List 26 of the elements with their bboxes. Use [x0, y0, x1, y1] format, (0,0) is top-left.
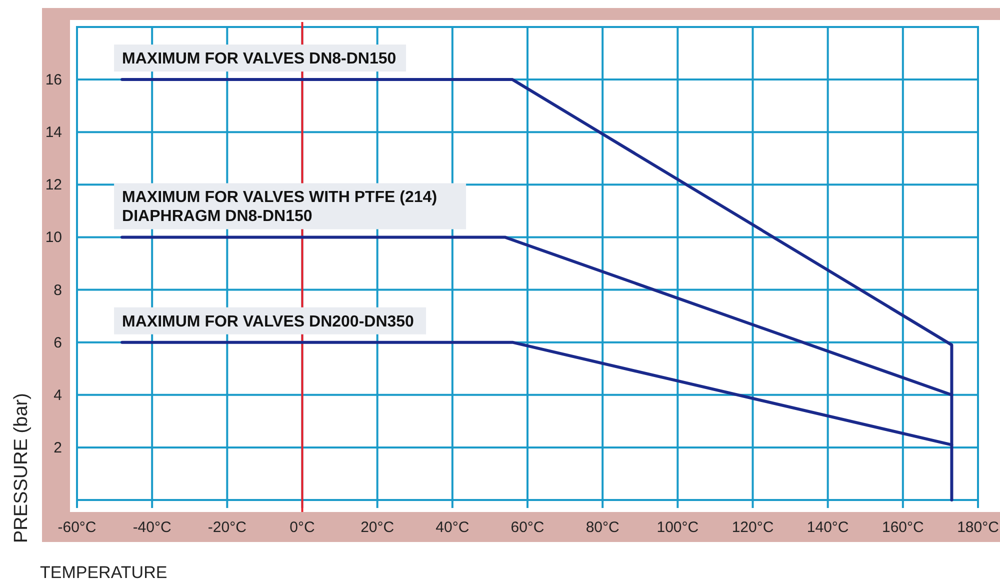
x-tick-label: -60°C — [58, 519, 96, 536]
y-tick-label: 16 — [45, 72, 62, 89]
x-tick-label: 120°C — [732, 519, 774, 536]
y-axis-title: PRESSURE (bar) — [11, 393, 32, 543]
x-tick-label: -20°C — [208, 519, 247, 536]
series-label: MAXIMUM FOR VALVES DN8-DN150 — [122, 50, 396, 68]
series-label: MAXIMUM FOR VALVES DN200-DN350 — [122, 313, 414, 330]
y-tick-label: 2 — [54, 439, 62, 456]
y-tick-label: 4 — [54, 386, 62, 404]
y-tick-label: 10 — [45, 229, 62, 246]
series-label: MAXIMUM FOR VALVES WITH PTFE (214) DIAPHRAGM DN8-DN150 — [122, 189, 438, 226]
y-tick-label: 14 — [45, 124, 62, 142]
y-tick-label: 12 — [45, 176, 62, 194]
x-tick-label: 20°C — [360, 519, 394, 536]
x-tick-label: 140°C — [806, 519, 849, 536]
x-tick-label: -40°C — [132, 519, 172, 536]
x-tick-label: 80°C — [586, 519, 620, 536]
x-tick-label: 40°C — [436, 519, 470, 536]
x-axis-title: TEMPERATURE — [40, 563, 168, 582]
y-tick-label: 6 — [54, 334, 62, 352]
x-tick-label: 160°C — [882, 519, 924, 536]
x-tick-label: 60°C — [510, 519, 544, 536]
x-tick-label: 100°C — [656, 519, 699, 536]
y-tick-label: 8 — [54, 282, 62, 299]
x-tick-label: 180°C — [957, 519, 1000, 536]
x-tick-label: 0°C — [290, 519, 315, 536]
